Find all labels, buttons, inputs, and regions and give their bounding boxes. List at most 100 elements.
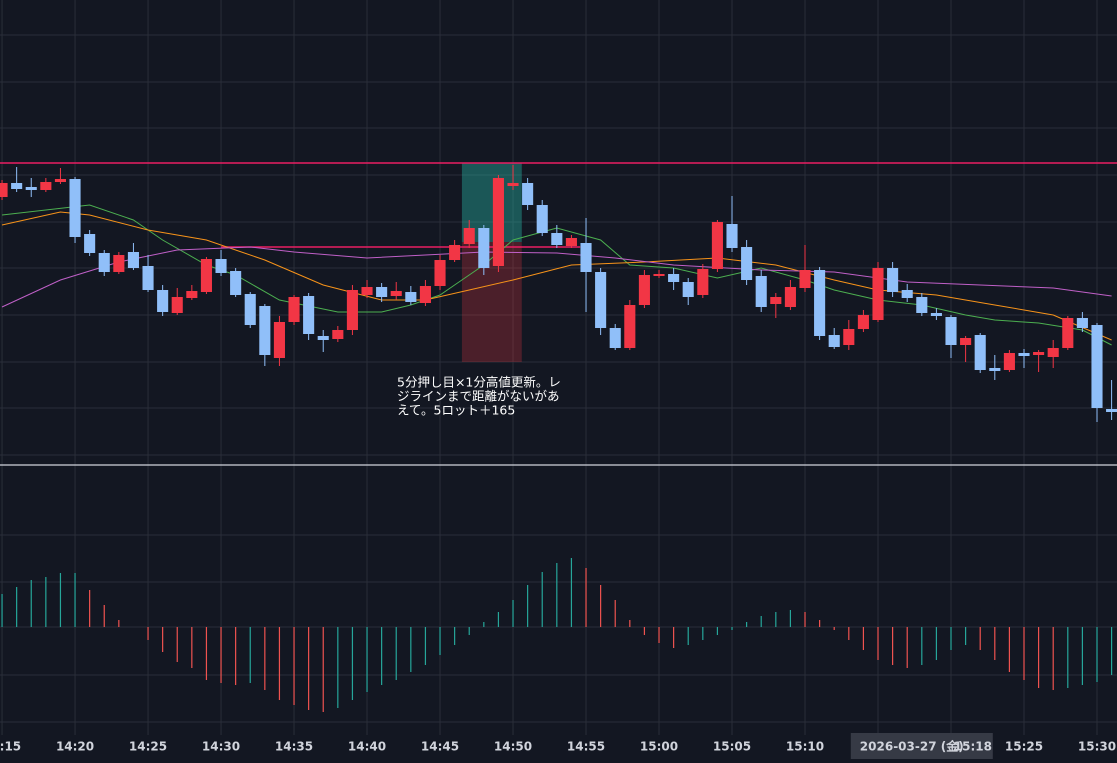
- candle-body: [887, 268, 899, 292]
- candle-body: [186, 291, 198, 298]
- candle-body: [828, 335, 840, 347]
- candle-body: [303, 296, 315, 334]
- candle-body: [259, 306, 271, 355]
- candle-body: [609, 328, 621, 348]
- x-tick-label: 14:20: [56, 740, 94, 754]
- candle-body: [157, 290, 169, 312]
- candle-body: [273, 322, 285, 358]
- x-tick-label: 14:35: [275, 740, 313, 754]
- candle-body: [463, 228, 475, 244]
- candle-body: [668, 274, 680, 282]
- candle-body: [1018, 353, 1030, 356]
- candle-body: [69, 179, 81, 237]
- candle-body: [653, 274, 665, 276]
- candle-body: [784, 287, 796, 307]
- candle-body: [215, 259, 227, 273]
- candle-body: [930, 313, 942, 316]
- candle-body: [916, 297, 928, 313]
- candle-body: [230, 271, 242, 295]
- candle-body: [98, 253, 110, 272]
- candle-body: [361, 287, 373, 295]
- candle-body: [799, 270, 811, 288]
- candle-body: [113, 255, 125, 272]
- candle-body: [200, 259, 212, 292]
- crosshair-time: 15:18: [954, 740, 992, 754]
- crosshair-date: 2026-03-27 (金): [860, 739, 964, 754]
- candle-body: [449, 245, 461, 260]
- candle-body: [595, 272, 607, 328]
- candle-body: [551, 233, 563, 245]
- candle-body: [0, 183, 8, 197]
- position-stop: [461, 242, 522, 362]
- candle-body: [726, 224, 738, 248]
- candle-body: [741, 247, 753, 280]
- candle-body: [960, 338, 972, 345]
- candle-body: [872, 268, 884, 320]
- candle-body: [1106, 409, 1117, 412]
- x-tick-label: 14:25: [129, 740, 167, 754]
- candle-body: [390, 291, 402, 296]
- candle-body: [332, 330, 344, 339]
- candle-body: [1033, 352, 1045, 355]
- candle-body: [711, 222, 723, 269]
- candle-body: [624, 305, 636, 348]
- x-tick-label: 14:55: [567, 740, 605, 754]
- x-tick-label: 14:15: [0, 740, 21, 754]
- candle-body: [755, 276, 767, 307]
- candle-body: [507, 183, 519, 186]
- candle-body: [25, 187, 37, 190]
- candle-body: [434, 260, 446, 286]
- candle-body: [945, 317, 957, 345]
- candle-body: [814, 270, 826, 336]
- candle-body: [142, 266, 154, 290]
- candle-body: [697, 269, 709, 295]
- candle-body: [11, 183, 23, 189]
- annotation: 5分押し目×1分高値更新。レ: [397, 375, 561, 390]
- x-tick-label: 14:30: [202, 740, 240, 754]
- x-tick-label: 15:25: [1005, 740, 1043, 754]
- candle-body: [1076, 318, 1088, 328]
- ma-line: [1, 246, 1112, 308]
- candle-body: [171, 297, 183, 313]
- candle-body: [1091, 325, 1103, 408]
- candle-body: [244, 294, 256, 325]
- candle-body: [317, 336, 329, 340]
- candle-body: [54, 179, 66, 182]
- x-tick-label: 14:40: [348, 740, 386, 754]
- x-tick-label: 15:05: [713, 740, 751, 754]
- candle-body: [478, 228, 490, 268]
- candle-body: [901, 290, 913, 298]
- candle-body: [843, 329, 855, 345]
- candle-body: [1047, 348, 1059, 357]
- x-tick-label: 15:10: [786, 740, 824, 754]
- candle-body: [536, 205, 548, 233]
- candle-body: [522, 183, 534, 205]
- candle-body: [40, 182, 52, 190]
- x-tick-label: 15:00: [640, 740, 678, 754]
- candle-body: [770, 297, 782, 304]
- candle-body: [989, 368, 1001, 371]
- annotation: えて。5ロット＋165: [397, 403, 515, 418]
- x-tick-label: 14:45: [421, 740, 459, 754]
- candle-body: [1003, 353, 1015, 370]
- candle-body: [857, 315, 869, 329]
- candle-body: [565, 238, 577, 246]
- candle-body: [682, 282, 694, 297]
- candle-body: [288, 297, 300, 322]
- candle-body: [580, 243, 592, 272]
- candle-body: [405, 292, 417, 302]
- x-tick-label: 15:30: [1078, 740, 1116, 754]
- candle-body: [419, 286, 431, 303]
- x-tick-label: 14:50: [494, 740, 532, 754]
- candle-body: [376, 287, 388, 297]
- candle-body: [346, 290, 358, 330]
- candle-body: [84, 234, 96, 253]
- candle-body: [974, 335, 986, 370]
- candle-body: [492, 178, 504, 266]
- ma-line: [1, 211, 1112, 341]
- candle-body: [127, 252, 139, 268]
- candle-body: [638, 275, 650, 305]
